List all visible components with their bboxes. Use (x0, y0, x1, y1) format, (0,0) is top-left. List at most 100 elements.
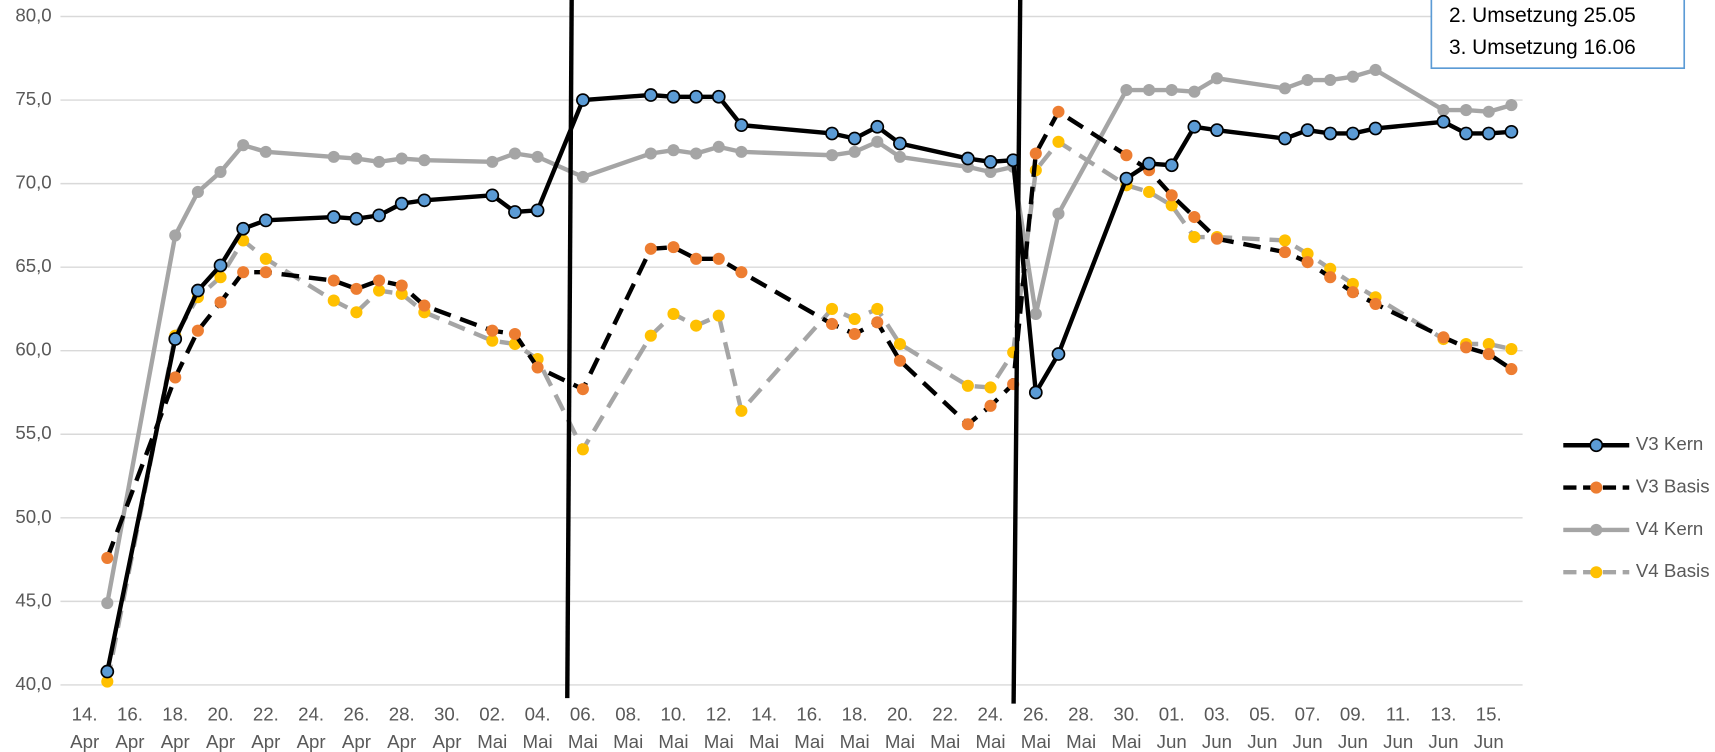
data-point (825, 149, 839, 162)
data-point (871, 135, 884, 148)
series-line (105, 92, 1512, 672)
data-point (1437, 331, 1450, 344)
data-point (214, 165, 227, 178)
y-tick-label: 40,0 (15, 673, 51, 694)
data-point (259, 266, 272, 279)
x-tick-label: 24. Mai (975, 704, 1005, 752)
data-point (1051, 347, 1066, 361)
x-tick-label: 11. Jun (1383, 704, 1413, 752)
data-point (825, 126, 839, 141)
x-tick-label: 24. Apr (297, 704, 326, 752)
data-point (712, 309, 725, 322)
x-tick-label: 30. Mai (1111, 704, 1141, 752)
data-point (1505, 342, 1518, 356)
x-tick-label: 18. Apr (161, 704, 190, 752)
data-point (847, 131, 862, 146)
data-point (961, 418, 974, 431)
legend-marker (1590, 566, 1603, 579)
data-point (735, 145, 748, 158)
data-point (350, 282, 363, 295)
data-point (418, 299, 431, 312)
legend-marker (1590, 481, 1603, 494)
data-point (1210, 123, 1224, 138)
data-point (349, 211, 364, 226)
x-tick-label: 03. Jun (1202, 704, 1232, 752)
legend: V3 Kern V3 Basis V4 Kern V4 Basis (1563, 433, 1710, 581)
data-point (530, 203, 545, 218)
data-point (327, 150, 340, 163)
data-point (1165, 83, 1178, 97)
data-point (1165, 189, 1178, 202)
x-tick-label: 02. Mai (477, 704, 507, 752)
data-point (870, 119, 885, 134)
data-point (1278, 234, 1291, 247)
data-point (643, 88, 658, 102)
data-point (1120, 149, 1133, 162)
data-point (1505, 99, 1518, 112)
data-point (667, 241, 680, 254)
data-point (101, 551, 114, 564)
data-point (486, 334, 499, 347)
x-tick-label: 26. Mai (1021, 704, 1051, 752)
data-point (101, 596, 114, 610)
x-tick-label: 28. Mai (1066, 704, 1096, 752)
data-point (735, 266, 748, 279)
data-point (1369, 63, 1382, 77)
data-point (191, 185, 204, 199)
data-point (1482, 348, 1495, 361)
data-point (1187, 119, 1202, 134)
data-point (1324, 262, 1337, 275)
data-point (848, 145, 861, 158)
x-tick-label: 22. Mai (930, 704, 960, 752)
data-point (690, 147, 703, 160)
data-point (100, 664, 115, 679)
data-point (1119, 171, 1134, 186)
data-point (1346, 126, 1360, 141)
data-point (983, 155, 998, 169)
data-point (395, 279, 408, 292)
data-point (1346, 277, 1359, 290)
data-point (735, 404, 748, 417)
data-point (893, 150, 906, 163)
plot (100, 63, 1519, 688)
data-point (350, 306, 363, 319)
data-point (326, 210, 341, 224)
annotation: 3. Umsetzung 16.06 (1449, 36, 1636, 59)
data-point (373, 155, 386, 168)
data-point (1460, 341, 1473, 354)
grid: 40,0 45,0 50,0 55,0 60,0 65,0 70,0 75,0 80,0 14. A… (15, 4, 1523, 752)
data-point (848, 312, 861, 326)
data-point (1164, 158, 1179, 173)
data-point (373, 274, 386, 287)
data-point (350, 152, 363, 165)
legend-marker (1589, 438, 1604, 453)
data-point (485, 188, 500, 203)
x-tick-label: 16. Mai (794, 704, 824, 752)
data-point (1210, 72, 1224, 85)
legend-label: V4 Kern (1636, 518, 1703, 539)
data-point (417, 193, 432, 208)
data-point (236, 221, 251, 236)
x-tick-label: 14. Mai (749, 704, 779, 752)
data-point (712, 252, 725, 265)
data-point (1278, 82, 1291, 95)
data-point (395, 152, 408, 165)
data-point (690, 252, 703, 265)
data-point (327, 294, 340, 307)
data-point (237, 139, 250, 152)
data-point (576, 93, 590, 107)
data-point (1188, 210, 1201, 224)
data-point (1210, 232, 1224, 245)
data-point (191, 324, 204, 337)
y-tick-label: 80,0 (15, 4, 51, 25)
data-point (1143, 185, 1156, 199)
data-point (1346, 70, 1359, 83)
data-point (213, 258, 228, 273)
data-point (1188, 85, 1201, 98)
data-point (984, 165, 997, 178)
legend-label: V3 Basis (1636, 476, 1710, 497)
data-point (1029, 307, 1042, 320)
data-point (508, 327, 521, 341)
legend-marker (1590, 523, 1603, 536)
